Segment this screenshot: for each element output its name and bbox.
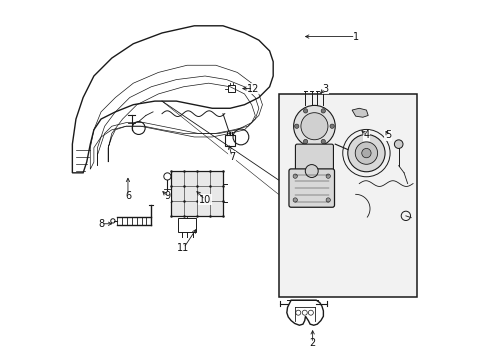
Circle shape [354,142,377,164]
Circle shape [294,124,298,129]
Circle shape [292,174,297,178]
Circle shape [300,113,327,140]
Text: 7: 7 [228,152,235,162]
FancyBboxPatch shape [288,169,334,207]
Bar [224,135,234,146]
Circle shape [347,134,384,172]
Circle shape [321,139,325,144]
Circle shape [325,198,330,202]
Text: 2: 2 [309,338,315,348]
Circle shape [305,165,318,177]
Bar [228,85,234,92]
Circle shape [329,124,334,129]
Bar [171,171,223,216]
Circle shape [303,139,307,144]
Circle shape [321,109,325,113]
Circle shape [325,174,330,178]
Bar [178,219,196,232]
Text: 8: 8 [98,219,104,229]
Bar [278,94,416,297]
Circle shape [361,148,370,158]
Text: 10: 10 [199,195,211,205]
Text: 11: 11 [177,243,189,253]
Circle shape [292,198,297,202]
Text: 3: 3 [322,84,327,94]
Text: 5: 5 [384,130,390,140]
Circle shape [394,140,402,148]
Text: 12: 12 [247,84,259,94]
Text: 1: 1 [352,32,358,41]
Text: 6: 6 [124,191,131,201]
Text: 9: 9 [164,191,170,201]
FancyBboxPatch shape [295,144,333,171]
Circle shape [293,105,335,147]
Circle shape [303,109,307,113]
Text: 4: 4 [363,130,369,140]
Polygon shape [351,108,367,117]
